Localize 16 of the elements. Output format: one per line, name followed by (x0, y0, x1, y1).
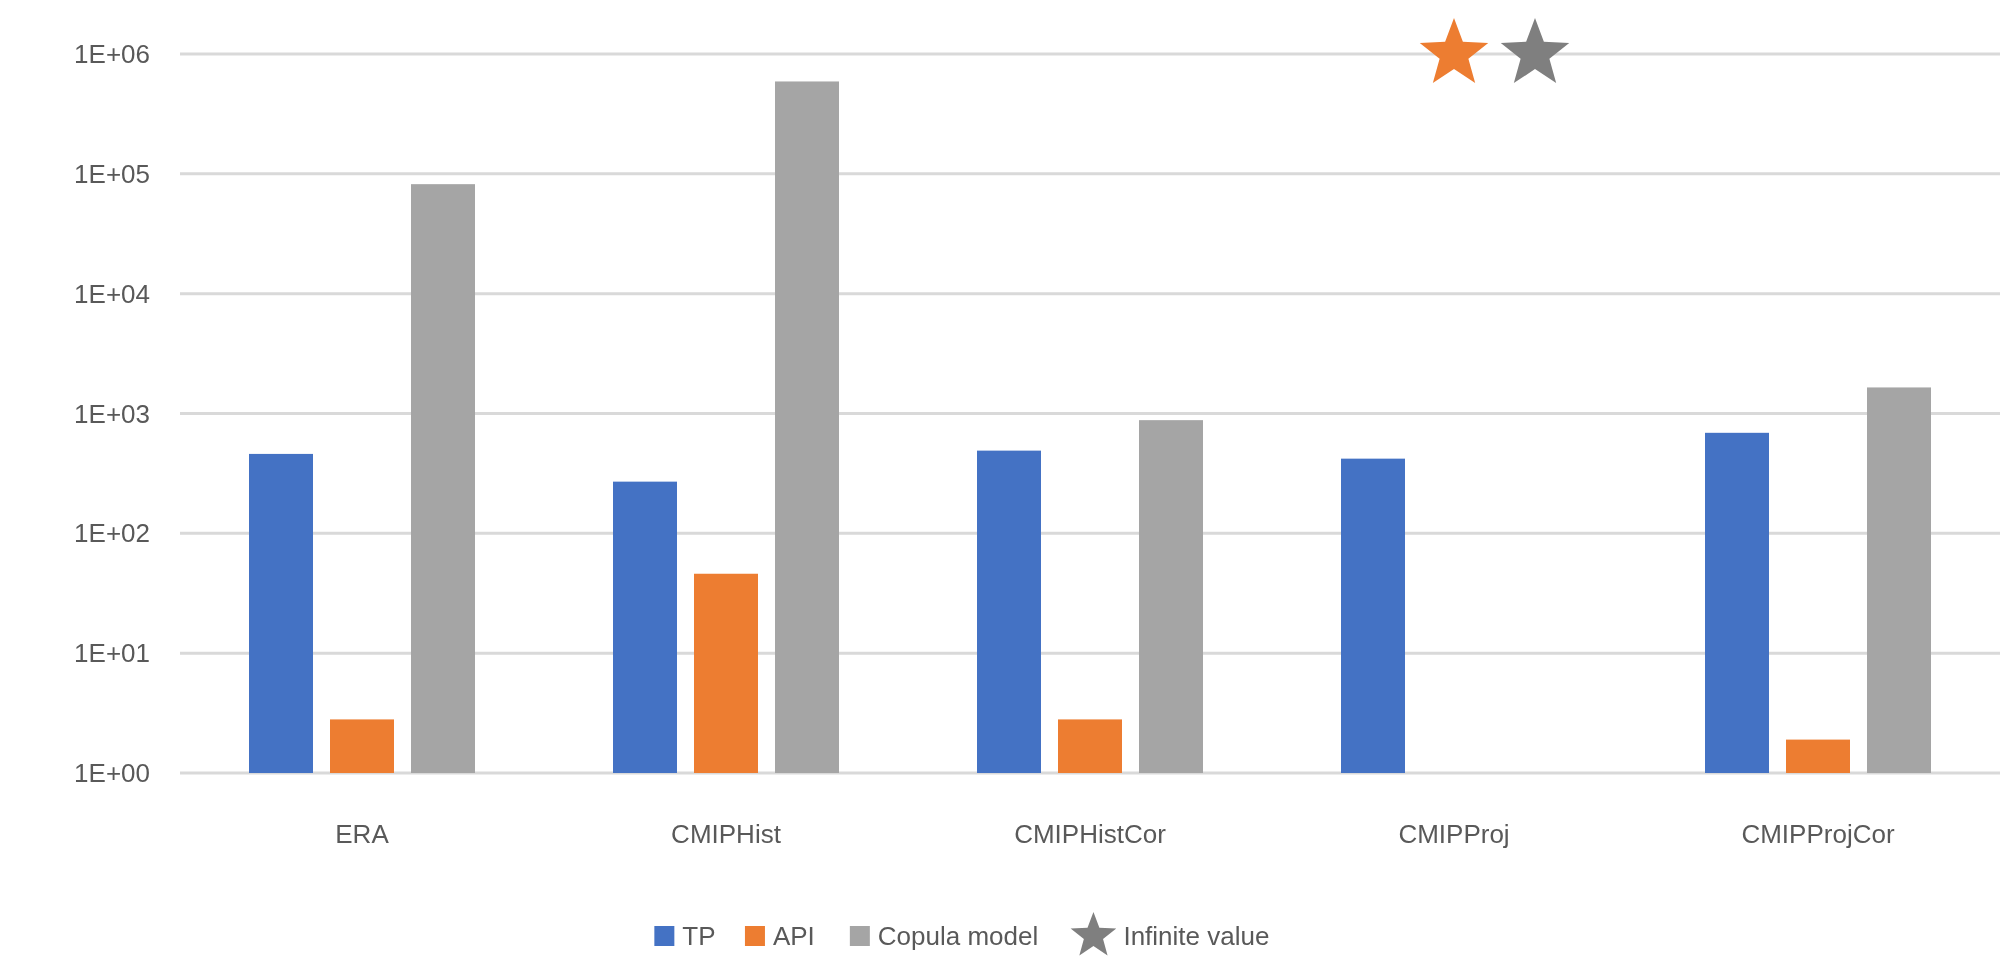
x-tick-label: CMIPProjCor (1741, 819, 1895, 849)
y-tick-label: 1E+02 (74, 518, 150, 549)
legend-label: Infinite value (1123, 921, 1270, 951)
x-tick-label: ERA (335, 819, 390, 849)
y-tick-label: 1E+03 (74, 398, 150, 429)
y-tick-label: 1E+00 (74, 758, 150, 789)
y-tick-label: 1E+04 (74, 278, 150, 309)
x-tick-label: CMIPProj (1398, 819, 1510, 849)
x-tick-label: CMIPHistCor (1014, 819, 1167, 849)
y-tick-label: 1E+01 (74, 638, 150, 669)
legend-label: API (772, 921, 815, 951)
legend-label: Copula model (877, 921, 1039, 951)
x-tick-label: CMIPHist (671, 819, 782, 849)
y-tick-label: 1E+06 (74, 39, 150, 70)
legend-label: TP (682, 921, 716, 951)
y-tick-label: 1E+05 (74, 158, 150, 189)
